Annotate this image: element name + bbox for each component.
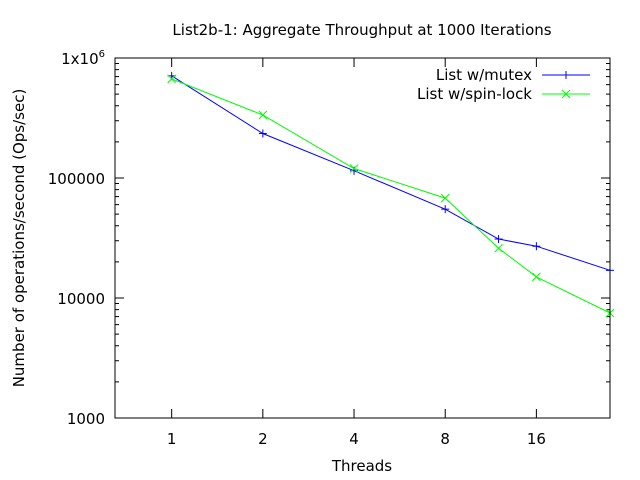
legend-label: List w/mutex [436,66,532,84]
data-point [258,129,267,138]
data-point [494,235,503,244]
y-tick-labels: 1000 10000 100000 1x106 [48,49,105,428]
y-tick-label: 10000 [57,290,105,308]
x-tick-label: 16 [527,430,546,448]
x-tick-label: 8 [440,430,450,448]
y-tick-label: 100000 [48,170,105,188]
x-tick-label: 2 [258,430,268,448]
data-point [349,164,359,173]
x-axis-label: Threads [331,457,392,475]
data-point [532,242,541,251]
axis-ticks [115,57,610,419]
data-point [440,193,450,203]
x-tick-label: 1 [167,430,177,448]
x-tick-label: 4 [349,430,359,448]
y-tick-label-base: 1x10 [61,50,99,68]
data-point [532,272,541,282]
y-tick-label-exponent: 6 [99,49,105,60]
y-tick-label: 1x106 [61,49,105,68]
series-spin-lock [167,74,615,318]
y-tick-label: 1000 [67,410,105,428]
legend-label: List w/spin-lock [417,85,532,103]
x-tick-labels: 1 2 4 8 16 [167,430,546,448]
data-point [494,243,503,253]
data-point [441,205,450,214]
y-axis-label: Number of operations/second (Ops/sec) [10,89,28,388]
legend-marker [561,89,571,99]
chart-title: List2b-1: Aggregate Throughput at 1000 I… [172,21,551,39]
plot-frame [114,57,611,419]
legend-marker [562,71,570,79]
data-point [258,110,268,120]
series-layer [167,71,615,318]
series-line [171,78,611,314]
data-point [167,74,177,84]
series-mutex [167,71,614,275]
